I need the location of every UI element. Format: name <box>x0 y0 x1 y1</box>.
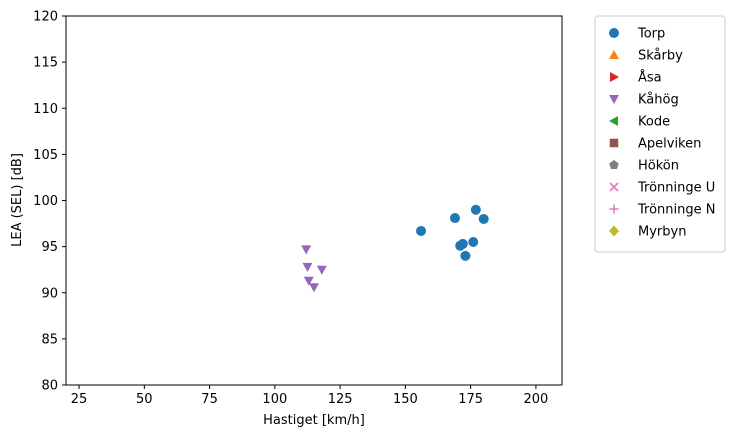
y-tick-label: 110 <box>33 102 58 117</box>
x-tick-label: 200 <box>523 392 548 407</box>
x-tick-label: 50 <box>136 392 153 407</box>
legend-entry-label: Kåhög <box>638 93 679 108</box>
legend-marker <box>609 95 619 104</box>
legend-entry-label: Apelviken <box>638 137 701 152</box>
data-point <box>468 237 479 248</box>
y-tick-label: 85 <box>41 332 58 347</box>
y-tick-label: 80 <box>41 379 58 394</box>
y-tick-label: 105 <box>33 148 58 163</box>
x-axis-title: Hastiget [km/h] <box>263 413 365 428</box>
y-axis-title: LEA (SEL) [dB] <box>10 153 25 247</box>
legend-marker <box>609 225 619 237</box>
legend-entry-label: Trönninge N <box>637 203 715 218</box>
data-point <box>478 213 489 224</box>
data-point <box>416 225 427 236</box>
x-tick-label: 125 <box>328 392 353 407</box>
legend-entry-label: Trönninge U <box>637 181 715 196</box>
data-point <box>302 262 313 272</box>
data-point <box>470 204 481 215</box>
legend-entry-label: Kode <box>638 115 670 130</box>
legend-marker <box>609 204 619 214</box>
data-point <box>316 265 327 275</box>
x-tick-label: 150 <box>393 392 418 407</box>
y-tick-label: 120 <box>33 10 58 25</box>
x-tick-label: 175 <box>458 392 483 407</box>
legend-box <box>594 15 726 253</box>
legend-marker <box>609 28 619 38</box>
y-tick-label: 100 <box>33 194 58 209</box>
data-point <box>449 213 460 224</box>
plot-frame <box>65 15 563 386</box>
x-tick-label: 25 <box>71 392 88 407</box>
y-tick-label: 90 <box>41 286 58 301</box>
data-point <box>457 238 468 249</box>
legend-marker <box>609 160 619 170</box>
legend-marker <box>609 138 619 148</box>
data-point <box>309 283 319 293</box>
legend-entry-label: Hökön <box>638 159 679 174</box>
legend-marker <box>609 50 619 59</box>
legend-marker <box>609 116 618 126</box>
plot-area: 25 50 75 100 125 150 175 200 80 85 90 95 100 105 110 11… <box>33 10 563 407</box>
legend-entry-label: Torp <box>637 27 665 42</box>
legend-entry-label: Myrbyn <box>638 225 686 240</box>
legend-marker <box>609 182 619 192</box>
x-tick-label: 75 <box>201 392 218 407</box>
y-tick-label: 115 <box>33 56 58 71</box>
data-point <box>301 245 312 255</box>
y-tick-label: 95 <box>41 240 58 255</box>
legend: Torp Skårby Åsa Kåhög Kode Apelviken Hökön Trön… <box>594 15 726 253</box>
legend-entry-label: Skårby <box>638 49 683 64</box>
data-point <box>460 250 471 261</box>
x-tick-label: 100 <box>262 392 287 407</box>
legend-marker <box>610 72 619 82</box>
data-point <box>303 276 314 286</box>
legend-entry-label: Åsa <box>638 70 662 86</box>
